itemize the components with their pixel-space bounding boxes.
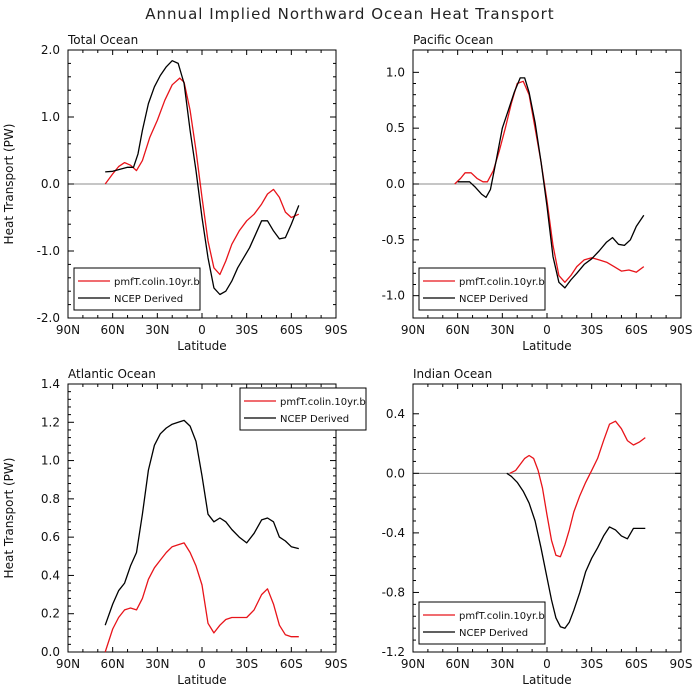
figure-title: Annual Implied Northward Ocean Heat Tran… bbox=[145, 5, 555, 23]
x-tick-label: 30S bbox=[580, 323, 603, 337]
series-line-pmft-colin-10yr-b bbox=[454, 80, 645, 283]
series-line-pmft-colin-10yr-b bbox=[104, 77, 300, 276]
y-tick-label: 0.0 bbox=[386, 466, 405, 480]
legend-label: pmfT.colin.10yr.b bbox=[459, 611, 545, 622]
legend-box bbox=[239, 387, 367, 431]
y-tick-label: 1.0 bbox=[41, 110, 60, 124]
x-tick-label: 30S bbox=[580, 657, 603, 671]
y-tick-label: -0.4 bbox=[382, 526, 405, 540]
x-tick-label: 0 bbox=[198, 657, 206, 671]
x-axis-label: Latitude bbox=[522, 339, 571, 353]
x-tick-label: 90N bbox=[401, 657, 425, 671]
y-tick-label: 1.4 bbox=[41, 377, 60, 391]
series-line-pmft-colin-10yr-b bbox=[104, 542, 299, 653]
y-tick-label: -0.5 bbox=[382, 233, 405, 247]
panel-title: Total Ocean bbox=[67, 33, 138, 47]
x-tick-label: 60S bbox=[280, 323, 303, 337]
y-tick-label: 0.0 bbox=[386, 177, 405, 191]
panel-total-ocean: 90N 60N 30N 0 30S 60S 90S -2.0 -1.0 0.0 1.0 2.0 Tota… bbox=[2, 33, 347, 353]
series-line-ncep-derived bbox=[105, 60, 300, 296]
legend-label: pmfT.colin.10yr.b bbox=[114, 277, 200, 288]
y-tick-label: 0.4 bbox=[41, 568, 60, 582]
x-tick-label: 60S bbox=[625, 657, 648, 671]
series-line-ncep-derived bbox=[506, 472, 646, 629]
y-tick-label: 0.5 bbox=[386, 121, 405, 135]
y-tick-label: -2.0 bbox=[37, 311, 60, 325]
x-tick-label: 30N bbox=[145, 323, 169, 337]
panel-pacific-ocean: 90N 60N 30N 0 30S 60S 90S -1.0 -0.5 0.0 0.5 1.0 Paci… bbox=[382, 33, 693, 353]
x-tick-label: 90N bbox=[56, 657, 80, 671]
legend-box bbox=[73, 267, 201, 311]
legend-box bbox=[418, 601, 546, 645]
y-tick-label: 1.0 bbox=[41, 454, 60, 468]
panel-title: Atlantic Ocean bbox=[68, 367, 156, 381]
x-tick-label: 60S bbox=[625, 323, 648, 337]
x-tick-label: 0 bbox=[543, 657, 551, 671]
y-tick-label: -1.0 bbox=[37, 244, 60, 258]
x-axis-label: Latitude bbox=[177, 673, 226, 687]
x-tick-label: 60N bbox=[446, 323, 470, 337]
legend-label: NCEP Derived bbox=[459, 294, 528, 305]
y-tick-label: 0.0 bbox=[41, 645, 60, 659]
y-tick-label: 0.6 bbox=[41, 530, 60, 544]
y-tick-label: -0.8 bbox=[382, 585, 405, 599]
x-axis-label: Latitude bbox=[522, 673, 571, 687]
x-tick-label: 60N bbox=[101, 657, 125, 671]
panel-title: Pacific Ocean bbox=[413, 33, 493, 47]
legend-box bbox=[418, 267, 546, 311]
legend: pmfT.colin.10yr.b NCEP Derived bbox=[73, 267, 201, 311]
y-axis-label: Heat Transport (PW) bbox=[2, 458, 16, 579]
x-tick-label: 60N bbox=[446, 657, 470, 671]
legend-label: NCEP Derived bbox=[280, 414, 349, 425]
legend: pmfT.colin.10yr.b NCEP Derived bbox=[418, 267, 546, 311]
y-tick-label: 0.4 bbox=[386, 407, 405, 421]
panel-title: Indian Ocean bbox=[413, 367, 492, 381]
x-axis-label: Latitude bbox=[177, 339, 226, 353]
x-tick-label: 90S bbox=[325, 323, 348, 337]
y-tick-label: 1.0 bbox=[386, 65, 405, 79]
x-tick-label: 0 bbox=[543, 323, 551, 337]
x-tick-label: 90S bbox=[325, 657, 348, 671]
panel-indian-ocean: 90N 60N 30N 0 30S 60S 90S -1.2 -0.8 -0.4 0.0 0.4 Ind… bbox=[382, 367, 693, 687]
series-line-ncep-derived bbox=[104, 419, 299, 626]
x-tick-label: 90S bbox=[670, 323, 693, 337]
legend-label: pmfT.colin.10yr.b bbox=[280, 397, 366, 408]
y-axis-label: Heat Transport (PW) bbox=[2, 124, 16, 245]
legend: pmfT.colin.10yr.b NCEP Derived bbox=[418, 601, 546, 645]
x-tick-label: 90N bbox=[56, 323, 80, 337]
y-tick-label: 0.0 bbox=[41, 177, 60, 191]
panel-atlantic-ocean: 90N 60N 30N 0 30S 60S 90S 0.0 0.2 0.4 0.6 0.8 1.0 1.2… bbox=[2, 367, 367, 687]
y-tick-label: -1.0 bbox=[382, 289, 405, 303]
x-tick-label: 30S bbox=[235, 323, 258, 337]
x-tick-label: 60N bbox=[101, 323, 125, 337]
x-tick-label: 90N bbox=[401, 323, 425, 337]
x-tick-label: 30S bbox=[235, 657, 258, 671]
y-tick-label: 0.2 bbox=[41, 607, 60, 621]
legend-label: pmfT.colin.10yr.b bbox=[459, 277, 545, 288]
series-line-pmft-colin-10yr-b bbox=[509, 420, 646, 558]
series-line-ncep-derived bbox=[457, 77, 645, 289]
y-tick-label: 0.8 bbox=[41, 492, 60, 506]
legend-label: NCEP Derived bbox=[114, 294, 183, 305]
legend-label: NCEP Derived bbox=[459, 628, 528, 639]
legend: pmfT.colin.10yr.b NCEP Derived bbox=[239, 387, 367, 431]
x-tick-label: 30N bbox=[490, 323, 514, 337]
y-tick-label: 1.2 bbox=[41, 415, 60, 429]
x-tick-label: 0 bbox=[198, 323, 206, 337]
x-tick-label: 30N bbox=[490, 657, 514, 671]
x-tick-label: 90S bbox=[670, 657, 693, 671]
x-tick-label: 60S bbox=[280, 657, 303, 671]
x-tick-label: 30N bbox=[145, 657, 169, 671]
y-tick-label: 2.0 bbox=[41, 43, 60, 57]
y-tick-label: -1.2 bbox=[382, 645, 405, 659]
